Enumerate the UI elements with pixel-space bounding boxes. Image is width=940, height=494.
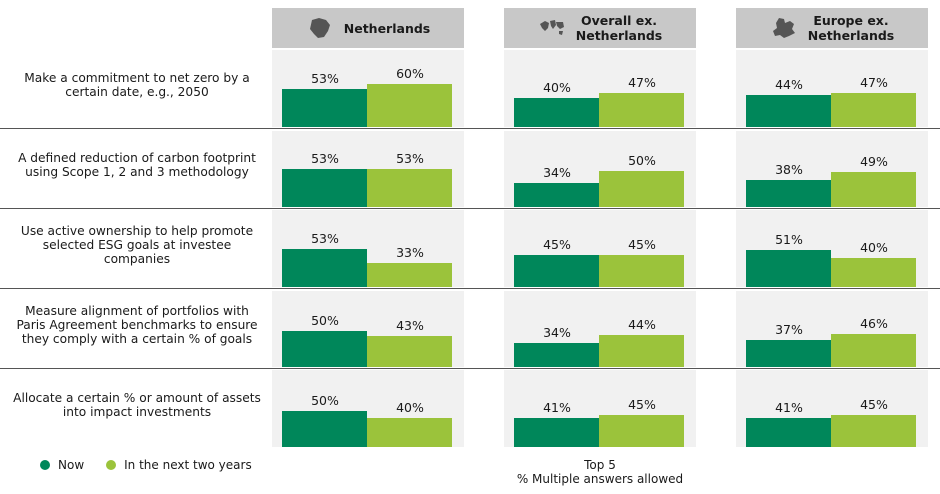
- panel-title: Overall ex. Netherlands: [575, 13, 663, 43]
- bar-now: [746, 250, 831, 287]
- value-label-next: 45%: [628, 236, 656, 252]
- value-label-next: 47%: [628, 75, 656, 91]
- value-label-now: 50%: [311, 393, 339, 408]
- value-label-now: 53%: [311, 150, 339, 166]
- value-label-next: 50%: [628, 153, 656, 168]
- panel-header-2: Overall ex. Netherlands: [504, 8, 696, 48]
- value-label-next: 53%: [396, 150, 424, 166]
- legend-next-label: In the next two years: [124, 458, 252, 472]
- bar-next: [367, 336, 452, 367]
- value-label-now: 41%: [775, 399, 803, 415]
- row-separator: [0, 128, 940, 129]
- value-label-next: 45%: [628, 396, 656, 412]
- value-label-now: 44%: [775, 77, 803, 93]
- value-label-now: 51%: [775, 232, 803, 248]
- value-label-next: 44%: [628, 317, 656, 333]
- bar-now: [746, 417, 831, 447]
- value-label-now: 50%: [311, 313, 339, 328]
- value-label-now: 34%: [543, 164, 571, 180]
- value-label-now: 40%: [543, 80, 571, 96]
- value-label-now: 45%: [543, 236, 571, 252]
- bar-next: [831, 171, 916, 207]
- bar-now: [282, 168, 367, 207]
- bar-next: [367, 168, 452, 207]
- bar-now: [282, 331, 367, 367]
- bar-next: [599, 93, 684, 127]
- value-label-next: 40%: [396, 400, 424, 416]
- bar-next: [831, 333, 916, 367]
- value-label-next: 45%: [860, 396, 888, 412]
- bar-now: [282, 88, 367, 127]
- bar-now: [282, 411, 367, 447]
- footnote-top5: Top 5: [584, 458, 616, 472]
- value-label-now: 37%: [775, 322, 803, 338]
- row-separator: [0, 208, 940, 209]
- value-label-next: 60%: [396, 65, 424, 81]
- bar-next: [599, 414, 684, 447]
- bar-now: [514, 417, 599, 447]
- bar-next: [599, 254, 684, 287]
- legend-next-dot: [106, 460, 117, 470]
- bar-next: [599, 335, 684, 367]
- value-label-next: 33%: [396, 245, 424, 261]
- value-label-now: 41%: [543, 399, 571, 415]
- bar-next: [367, 83, 452, 127]
- panel-header-3: Europe ex. Netherlands: [736, 8, 928, 48]
- row-label: Measure alignment of portfolios with Par…: [16, 304, 258, 346]
- value-label-next: 49%: [860, 153, 888, 169]
- value-label-next: 43%: [396, 318, 424, 333]
- value-label-next: 40%: [860, 240, 888, 256]
- world-map-icon: [538, 16, 566, 40]
- bar-next: [831, 258, 916, 287]
- legend-now-label: Now: [58, 458, 85, 472]
- legend: Now In the next two years: [40, 458, 252, 472]
- footnote-multiple: % Multiple answers allowed: [516, 472, 684, 486]
- bar-now: [746, 179, 831, 207]
- bar-next: [831, 93, 916, 127]
- legend-now-dot: [40, 460, 50, 470]
- panel-title: Europe ex. Netherlands: [807, 13, 895, 43]
- bar-now: [514, 182, 599, 207]
- row-separator: [0, 368, 940, 369]
- bar-now: [746, 95, 831, 127]
- bar-next: [831, 414, 916, 447]
- value-label-now: 53%: [311, 230, 339, 246]
- bar-now: [514, 342, 599, 367]
- netherlands-map-icon: [306, 16, 334, 40]
- bar-now: [514, 98, 599, 127]
- row-label: Use active ownership to help promote sel…: [20, 224, 254, 266]
- footnote: Top 5 % Multiple answers allowed: [485, 458, 715, 486]
- europe-map-icon: [770, 16, 798, 40]
- bar-now: [514, 254, 599, 287]
- bar-next: [599, 171, 684, 207]
- panel-title: Netherlands: [343, 20, 431, 36]
- bar-next: [367, 263, 452, 287]
- row-separator: [0, 288, 940, 289]
- bar-next: [367, 418, 452, 447]
- value-label-now: 34%: [543, 324, 571, 340]
- row-label: Allocate a certain % or amount of assets…: [13, 391, 261, 419]
- panel-header-1: Netherlands: [272, 8, 464, 48]
- row-label: Make a commitment to net zero by a certa…: [24, 71, 250, 99]
- value-label-now: 53%: [311, 70, 339, 86]
- bar-now: [746, 340, 831, 367]
- bar-now: [282, 248, 367, 287]
- value-label-next: 46%: [860, 315, 888, 331]
- row-label: A defined reduction of carbon footprint …: [18, 151, 256, 179]
- value-label-now: 38%: [775, 161, 803, 177]
- value-label-next: 47%: [860, 75, 888, 91]
